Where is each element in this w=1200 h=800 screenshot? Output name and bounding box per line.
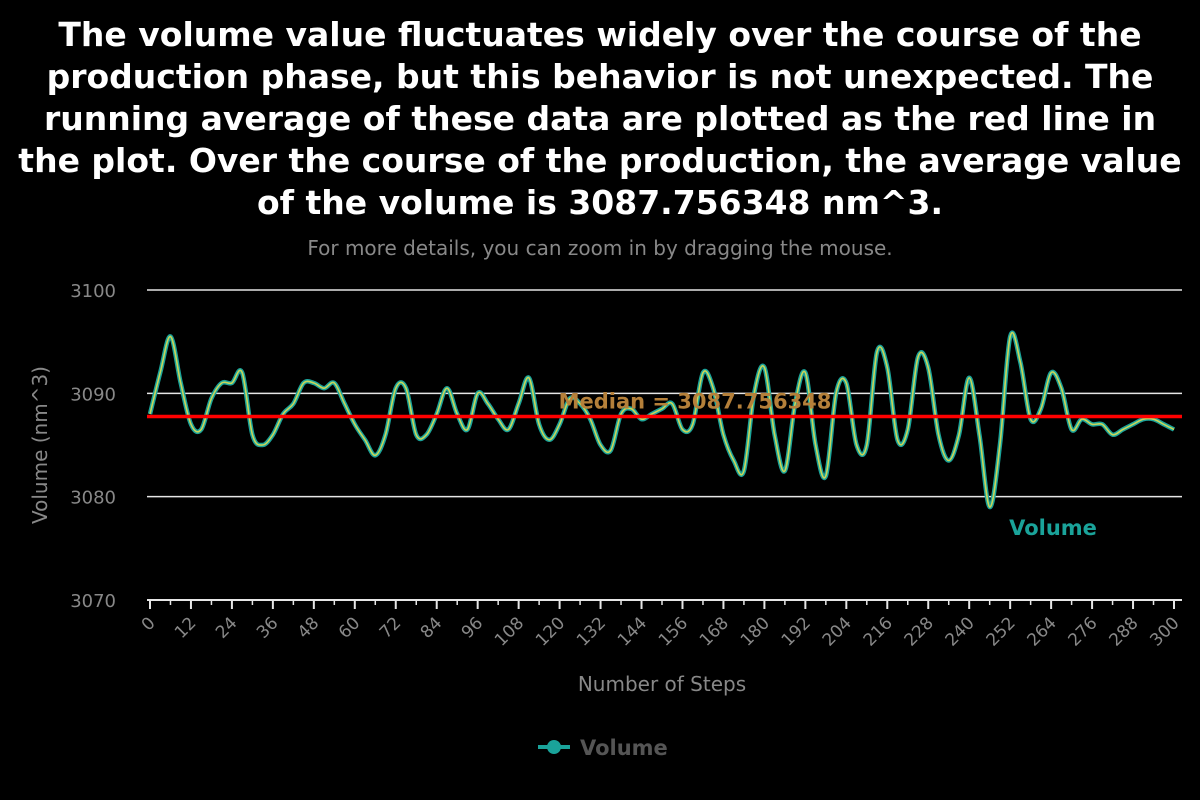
y-axis-title: Volume (nm^3) <box>28 366 52 524</box>
x-tick-label-240: 240 <box>942 613 979 650</box>
x-tick-label-48: 48 <box>294 613 323 642</box>
x-tick-label-144: 144 <box>614 613 651 650</box>
x-tick-label-252: 252 <box>983 613 1020 650</box>
x-tick-label-12: 12 <box>171 613 200 642</box>
x-tick-label-24: 24 <box>212 613 241 642</box>
x-tick-label-216: 216 <box>860 613 897 650</box>
x-tick-label-84: 84 <box>417 613 446 642</box>
x-tick-label-60: 60 <box>335 613 364 642</box>
x-tick-label-204: 204 <box>819 613 856 650</box>
grid-lines <box>147 289 1182 498</box>
volume-series-line <box>147 330 1176 510</box>
x-tick-label-228: 228 <box>901 613 938 650</box>
x-tick-label-0: 0 <box>138 613 160 635</box>
y-tick-label-3080: 3080 <box>70 488 116 509</box>
x-tick-label-108: 108 <box>491 613 528 650</box>
series-end-label: Volume <box>1009 516 1097 540</box>
x-tick-label-180: 180 <box>737 613 774 650</box>
x-axis: 0 12 24 36 48 60 72 84 96 108 120 132 144 156 168 180 19… <box>138 599 1184 650</box>
x-tick-label-264: 264 <box>1024 613 1061 650</box>
chart-subtitle: For more details, you can zoom in by dra… <box>307 236 893 260</box>
x-tick-label-300: 300 <box>1146 613 1183 650</box>
x-tick-label-168: 168 <box>696 613 733 650</box>
x-tick-label-120: 120 <box>532 613 569 650</box>
median-annotation: Median = 3087.756348 <box>559 390 832 414</box>
x-tick-label-72: 72 <box>376 613 405 642</box>
x-tick-label-276: 276 <box>1065 613 1102 650</box>
x-axis-title: Number of Steps <box>578 672 746 696</box>
x-tick-label-288: 288 <box>1105 613 1142 650</box>
chart-title: The volume value fluctuates widely over … <box>18 15 1182 222</box>
x-tick-label-192: 192 <box>778 613 815 650</box>
y-tick-label-3070: 3070 <box>70 591 116 612</box>
x-tick-label-36: 36 <box>253 613 282 642</box>
volume-series-highlight <box>149 331 1175 508</box>
x-tick-label-132: 132 <box>573 613 610 650</box>
y-tick-label-3100: 3100 <box>70 281 116 302</box>
legend-swatch-dot <box>547 740 561 754</box>
y-tick-label-3090: 3090 <box>70 384 116 405</box>
x-tick-label-156: 156 <box>655 613 692 650</box>
series-layer <box>147 330 1182 510</box>
y-axis-ticks: 3070 3080 3090 3100 <box>70 281 116 612</box>
legend[interactable]: Volume <box>538 736 668 760</box>
x-tick-label-96: 96 <box>458 613 487 642</box>
legend-item-volume[interactable]: Volume <box>580 736 668 760</box>
